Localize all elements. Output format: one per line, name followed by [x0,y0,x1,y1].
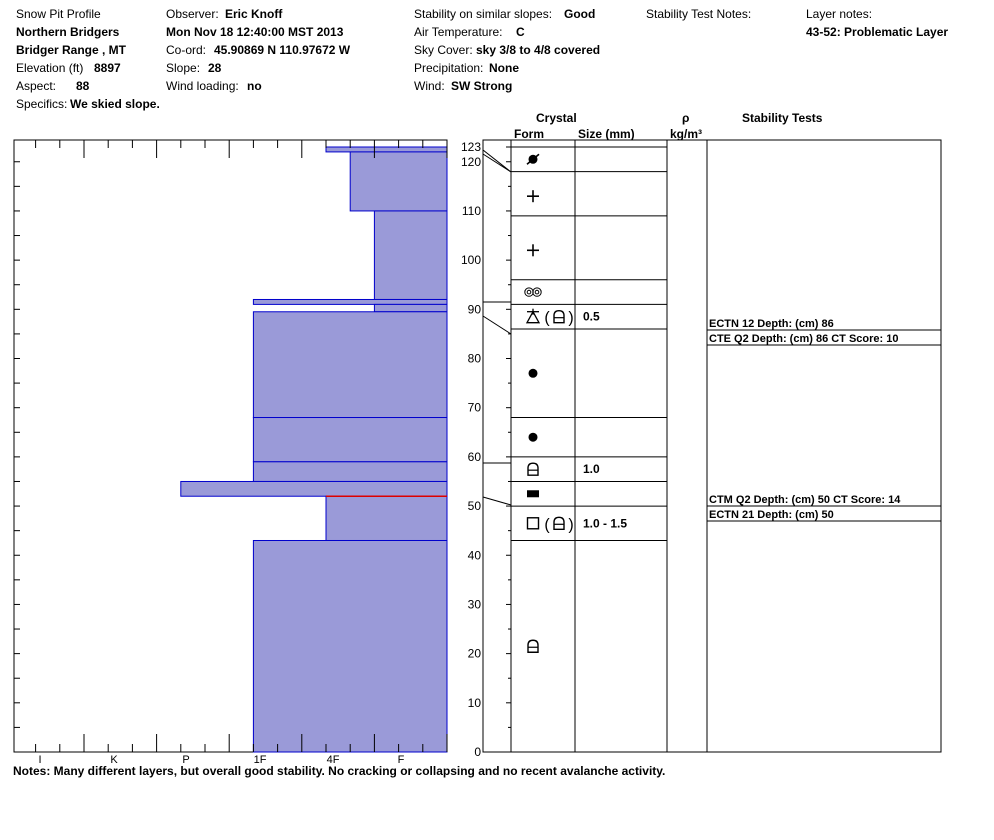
specifics-label: Specifics: [16,97,68,111]
aspect-label: Aspect: [16,79,57,93]
stability-label: Stability on similar slopes: [414,7,553,21]
stability-tests-header: Stability Tests [742,111,823,125]
grain-form-7 [527,462,539,476]
grain-form-6 [528,432,538,442]
grain-leader-top [482,153,512,173]
grain-form-10 [527,639,539,653]
grain-form-9-secondary [553,516,565,530]
hardness-layer-2 [373,210,448,300]
grain-panel-frame [482,139,942,753]
grain-form-9-close-paren: ) [568,516,573,533]
hardness-layer-8 [180,480,448,497]
elevation-label: Elevation (ft) [16,61,84,75]
elevation-value: 8897 [94,61,121,75]
slope-label: Slope: [166,61,201,75]
stability-test-notes-label: Stability Test Notes: [646,7,752,21]
mountain-range: Bridger Range , MT [16,43,127,57]
grain-form-3 [524,287,542,297]
grain-form-5 [528,368,538,378]
hardness-layer-1 [349,151,448,212]
datetime: Mon Nov 18 12:40:00 MST 2013 [166,25,344,39]
wind-loading-label: Wind loading: [166,79,239,93]
depth-label-70: 70 [468,401,482,415]
stability-value: Good [564,7,596,21]
grain-leader-2 [482,315,512,335]
layer-notes-value: 43-52: Problematic Layer [806,25,949,39]
grain-form-1 [527,190,539,203]
hardness-layer-10 [252,539,448,753]
grain-size-7: 1.0 [583,462,600,476]
layer-notes-label: Layer notes: [806,7,873,21]
sky-label: Sky Cover: [414,43,473,57]
grain-size-4: 0.5 [583,310,600,324]
form-header: Form [514,127,544,141]
hardness-layer-5 [252,311,448,419]
depth-label-110: 110 [462,204,481,218]
hardness-layer-6 [252,417,448,463]
hardness-label-i: I [38,754,41,766]
precip-value: None [489,61,519,75]
depth-label-120: 120 [461,155,481,169]
depth-label-123: 123 [461,140,481,154]
stability-test-2: CTM Q2 Depth: (cm) 50 CT Score: 14 [709,494,901,506]
pit-notes: Notes: Many different layers, but overal… [13,764,666,778]
stability-test-3: ECTN 21 Depth: (cm) 50 [709,509,834,521]
wind-loading-value: no [247,79,262,93]
stability-test-0: ECTN 12 Depth: (cm) 86 [709,318,834,330]
observer-label: Observer: [166,7,219,21]
hardness-label-f: F [398,754,405,766]
depth-label-60: 60 [468,450,482,464]
density-unit-header: kg/m³ [670,127,703,141]
air-temp-label: Air Temperature: [414,25,503,39]
specifics-value: We skied slope. [70,97,160,111]
coord-value: 45.90869 N 110.97672 W [214,43,351,57]
location: Northern Bridgers [16,25,120,39]
sky-value: sky 3/8 to 4/8 covered [476,43,601,57]
depth-label-50: 50 [468,499,482,513]
hardness-label-p: P [182,754,189,766]
wind-value: SW Strong [451,79,513,93]
depth-label-100: 100 [461,253,481,267]
crystal-header: Crystal [536,111,577,125]
hardness-label-4f: 4F [327,754,340,766]
precip-label: Precipitation: [414,61,484,75]
grain-form-9-primary [526,517,540,530]
grain-form-9-open-paren: ( [544,516,550,533]
grain-size-9: 1.0 - 1.5 [583,516,627,530]
grain-leader-0 [482,149,512,173]
depth-label-80: 80 [468,352,482,366]
grain-form-0 [526,153,540,165]
size-header: Size (mm) [578,127,635,141]
grain-form-4-primary [525,308,541,324]
hardness-layer-9 [325,495,448,541]
slope-value: 28 [208,61,222,75]
wind-label: Wind: [414,79,445,93]
depth-label-30: 30 [468,597,482,611]
hardness-layer-0 [325,146,448,153]
grain-form-8 [527,490,539,498]
hardness-label-k: K [110,754,118,766]
coord-label: Co-ord: [166,43,207,57]
observer-value: Eric Knoff [225,7,283,21]
hardness-layer-3 [252,298,448,305]
stability-test-1: CTE Q2 Depth: (cm) 86 CT Score: 10 [709,333,899,345]
hardness-label-1f: 1F [254,754,267,766]
depth-label-10: 10 [468,696,482,710]
grain-form-2 [527,244,539,257]
density-symbol-header: ρ [682,111,690,125]
air-temp-value: C [516,25,525,39]
depth-label-0: 0 [474,745,481,759]
grain-form-4-open-paren: ( [544,310,550,327]
profile-title: Snow Pit Profile [16,7,101,21]
grain-form-4-secondary [553,309,565,324]
hardness-layer-7 [252,461,448,482]
depth-label-20: 20 [468,647,482,661]
grain-leader-4 [482,496,512,506]
depth-label-40: 40 [468,548,482,562]
aspect-value: 88 [76,79,90,93]
hardness-layer-4 [373,303,448,313]
depth-label-90: 90 [468,302,482,316]
grain-form-4-close-paren: ) [568,310,573,327]
